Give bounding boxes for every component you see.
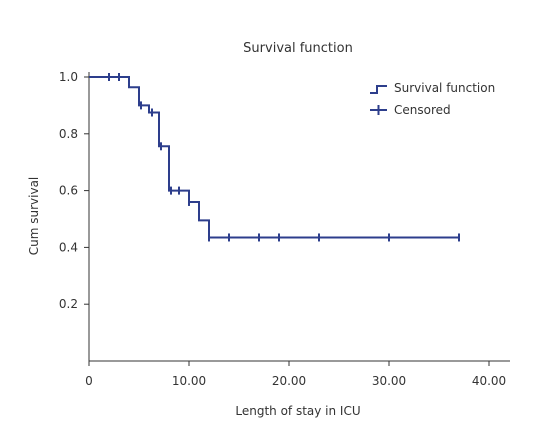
legend-label-censored: Censored	[394, 103, 451, 117]
plot-area	[89, 73, 460, 242]
survival-step-line	[89, 76, 459, 239]
x-tick-label: 20.00	[272, 374, 306, 388]
legend-item-survival-function: Survival function	[370, 81, 495, 95]
y-axis-ticks: 0.2 0.4 0.6 0.8 1.0	[59, 70, 89, 311]
x-tick-label: 40.00	[472, 374, 506, 388]
x-tick-label: 30.00	[372, 374, 406, 388]
legend: Survival function Censored	[370, 81, 495, 117]
x-axis-ticks: 0 10.00 20.00 30.00 40.00	[85, 361, 506, 388]
y-tick-label: 0.2	[59, 297, 78, 311]
legend-label-survival-function: Survival function	[394, 81, 495, 95]
x-tick-label: 10.00	[172, 374, 206, 388]
y-tick-label: 1.0	[59, 70, 78, 84]
y-tick-label: 0.4	[59, 240, 78, 254]
y-tick-label: 0.6	[59, 184, 78, 198]
x-tick-label: 0	[85, 374, 93, 388]
y-tick-label: 0.8	[59, 127, 78, 141]
legend-item-censored: Censored	[370, 103, 451, 117]
x-axis-title: Length of stay in ICU	[235, 404, 360, 418]
legend-step-swatch	[370, 85, 387, 94]
chart-title: Survival function	[243, 41, 353, 56]
y-axis-title: Cum survival	[27, 177, 41, 256]
